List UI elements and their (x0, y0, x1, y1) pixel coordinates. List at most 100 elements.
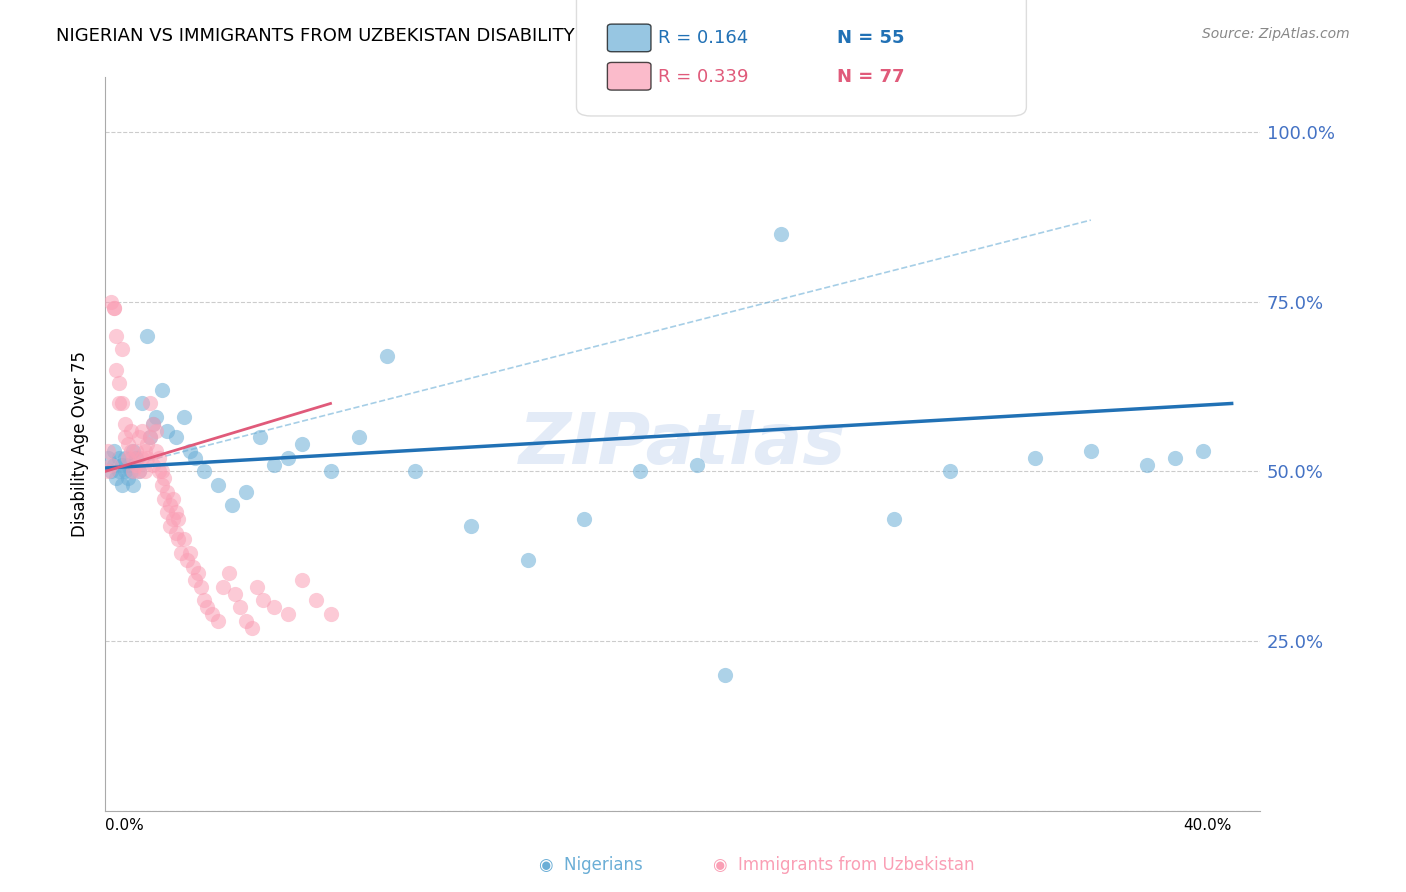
Point (190, 580, 212, 594)
Point (165, 505, 187, 519)
Text: NIGERIAN VS IMMIGRANTS FROM UZBEKISTAN DISABILITY AGE OVER 75 CORRELATION CHART: NIGERIAN VS IMMIGRANTS FROM UZBEKISTAN D… (56, 27, 903, 45)
Point (167, 533, 190, 547)
Point (111, 396, 134, 410)
Point (184, 450, 207, 465)
Point (105, 471, 128, 485)
Point (156, 424, 179, 438)
Point (193, 464, 215, 478)
Point (173, 533, 195, 547)
Point (516, 552, 538, 566)
Point (134, 444, 156, 458)
Text: ZIPatlas: ZIPatlas (519, 409, 846, 479)
Point (142, 458, 165, 472)
Point (117, 437, 139, 451)
Point (224, 587, 246, 601)
Point (122, 450, 145, 465)
Point (153, 471, 176, 485)
Point (156, 484, 179, 499)
Point (240, 621, 263, 635)
Point (235, 484, 257, 499)
Point (142, 417, 165, 431)
Point (159, 518, 181, 533)
Point (181, 559, 204, 574)
Point (1164, 450, 1187, 465)
Point (1024, 450, 1046, 465)
Text: N = 77: N = 77 (837, 68, 904, 86)
Point (111, 478, 134, 492)
Point (105, 362, 128, 376)
Point (122, 464, 145, 478)
Point (139, 396, 162, 410)
Y-axis label: Disability Age Over 75: Disability Age Over 75 (72, 351, 89, 537)
Point (165, 430, 187, 444)
Point (131, 450, 153, 465)
Point (201, 607, 224, 621)
Point (125, 458, 148, 472)
Point (159, 499, 181, 513)
Point (103, 301, 125, 316)
Point (347, 430, 370, 444)
Point (770, 227, 793, 241)
Point (131, 396, 153, 410)
Point (193, 593, 215, 607)
Point (136, 450, 159, 465)
Point (114, 417, 136, 431)
Point (263, 458, 285, 472)
Point (103, 458, 125, 472)
Point (184, 573, 207, 587)
Point (100, 464, 122, 478)
Text: R = 0.339: R = 0.339 (658, 68, 748, 86)
Point (207, 614, 229, 628)
Point (148, 464, 170, 478)
Point (131, 424, 153, 438)
Point (97, 464, 120, 478)
Point (685, 458, 707, 472)
Point (375, 349, 398, 363)
Point (136, 328, 159, 343)
Point (319, 464, 342, 478)
Point (136, 437, 159, 451)
Point (1080, 444, 1102, 458)
Point (145, 410, 167, 425)
Point (939, 464, 962, 478)
Point (252, 593, 274, 607)
Point (305, 593, 328, 607)
Point (100, 458, 122, 472)
Point (187, 566, 209, 581)
Point (179, 444, 201, 458)
Text: ◉  Nigerians: ◉ Nigerians (538, 856, 643, 874)
Point (139, 430, 162, 444)
Point (207, 478, 229, 492)
Point (103, 444, 125, 458)
Point (291, 437, 314, 451)
Point (148, 450, 170, 465)
Point (173, 410, 195, 425)
Point (221, 499, 243, 513)
Point (176, 552, 198, 566)
Point (128, 464, 150, 478)
Point (277, 450, 299, 465)
Point (404, 464, 426, 478)
Point (117, 471, 139, 485)
Point (108, 464, 131, 478)
Point (162, 491, 184, 506)
Point (218, 566, 240, 581)
Point (291, 573, 314, 587)
Text: ◉  Immigrants from Uzbekistan: ◉ Immigrants from Uzbekistan (713, 856, 974, 874)
Point (139, 430, 162, 444)
Point (319, 607, 342, 621)
Point (120, 424, 142, 438)
Point (229, 600, 252, 615)
Point (150, 464, 173, 478)
Point (105, 328, 128, 343)
Point (167, 512, 190, 526)
Text: 0.0%: 0.0% (105, 818, 143, 833)
Text: R = 0.164: R = 0.164 (658, 29, 748, 47)
Point (114, 464, 136, 478)
Point (114, 450, 136, 465)
Point (108, 450, 131, 465)
Point (145, 444, 167, 458)
Point (460, 518, 482, 533)
Point (142, 417, 165, 431)
Point (150, 478, 173, 492)
